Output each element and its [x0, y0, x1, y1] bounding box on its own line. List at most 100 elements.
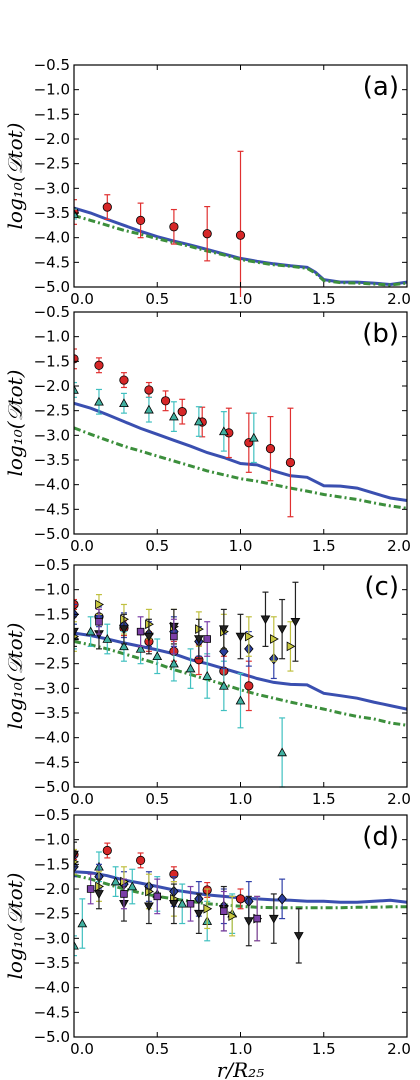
data-point: [193, 416, 204, 426]
y-axis-label: log₁₀(𝒟tot): [3, 123, 27, 230]
x-tick-label: 2.0: [387, 790, 411, 808]
data-point: [228, 911, 238, 922]
x-tick-label: 1.5: [312, 790, 336, 808]
data-point: [74, 627, 79, 637]
y-tick-label: −5.0: [34, 525, 70, 543]
data-point: [177, 898, 188, 908]
panel-label: (b): [362, 319, 399, 349]
x-tick-label: 1.5: [312, 290, 336, 308]
data-point: [277, 747, 288, 757]
y-tick-label: −1.5: [34, 605, 70, 623]
data-point: [119, 375, 129, 385]
data-point: [119, 641, 129, 651]
data-point: [243, 917, 254, 927]
data-point: [286, 641, 296, 652]
y-tick-label: −5.0: [34, 278, 70, 296]
data-point: [265, 444, 276, 454]
data-point: [260, 615, 271, 625]
data-point: [74, 850, 79, 860]
x-tick-label: 0.0: [70, 537, 94, 555]
data-point: [169, 222, 179, 232]
x-tick-label: 0.0: [70, 790, 94, 808]
y-tick-label: −4.5: [34, 753, 70, 771]
data-point: [218, 680, 229, 690]
y-tick-label: −3.5: [34, 954, 70, 972]
data-point: [119, 398, 129, 408]
y-tick-label: −1.0: [34, 81, 70, 99]
series-triangle-up: [74, 381, 259, 464]
data-point: [244, 681, 254, 691]
y-tick-label: −3.5: [34, 204, 70, 222]
y-tick-label: −4.5: [34, 253, 70, 271]
y-tick-label: −1.5: [34, 105, 70, 123]
data-point: [268, 914, 279, 924]
data-point: [94, 396, 104, 406]
x-tick-label: 0.0: [70, 1040, 94, 1058]
x-tick-label: 0.5: [145, 1040, 169, 1058]
series-triangle-up: [74, 208, 79, 220]
data-point: [136, 627, 145, 636]
data-point: [94, 890, 104, 899]
y-tick-label: −1.0: [34, 328, 70, 346]
data-point: [169, 411, 179, 421]
data-point: [144, 902, 154, 912]
data-point: [277, 625, 288, 635]
y-tick-label: −0.5: [34, 303, 70, 321]
model-line-dashdot: [74, 640, 407, 727]
y-tick-label: −2.0: [34, 630, 70, 648]
y-tick-label: −4.0: [34, 476, 70, 494]
data-point: [290, 617, 301, 627]
plot-area: [74, 581, 407, 788]
x-tick-label: 1.5: [312, 537, 336, 555]
data-point: [170, 632, 178, 641]
y-tick-label: −2.5: [34, 155, 70, 173]
data-point: [102, 202, 112, 212]
data-point: [127, 881, 138, 891]
y-tick-label: −2.0: [34, 880, 70, 898]
data-point: [102, 845, 112, 856]
series-circle: [74, 348, 296, 518]
data-point: [74, 208, 79, 218]
y-tick-label: −1.0: [34, 581, 70, 599]
y-axis-label: log₁₀(𝒟tot): [3, 370, 27, 477]
x-tick-label: 0.0: [70, 290, 94, 308]
x-tick-label: 1.0: [229, 790, 253, 808]
panel-3: −5.0 −4.5 −4.0 −3.5 −3.0 −2.5 −2.0 −1.5 −1.0 −0.5…: [3, 556, 411, 808]
data-point: [235, 632, 246, 642]
data-point: [160, 396, 171, 406]
data-point: [245, 631, 254, 642]
data-point: [193, 635, 204, 645]
y-tick-label: −4.5: [34, 1003, 70, 1021]
data-point: [277, 893, 287, 905]
data-point: [136, 215, 146, 225]
data-point: [153, 892, 162, 901]
x-tick-label: 0.5: [145, 790, 169, 808]
y-tick-label: −4.0: [34, 729, 70, 747]
y-tick-label: −2.5: [34, 655, 70, 673]
plot-area: [74, 150, 407, 297]
y-tick-label: −4.0: [34, 229, 70, 247]
data-point: [218, 625, 229, 635]
y-tick-label: −4.0: [34, 979, 70, 997]
y-tick-label: −3.0: [34, 179, 70, 197]
data-point: [144, 404, 154, 414]
y-tick-label: −3.0: [34, 679, 70, 697]
axes-frame: [73, 564, 408, 788]
data-point: [253, 914, 261, 923]
y-tick-label: −3.5: [34, 704, 70, 722]
axes-frame: [73, 311, 408, 535]
data-point: [94, 360, 104, 370]
plot-area: [74, 348, 407, 518]
y-tick-label: −3.5: [34, 451, 70, 469]
data-point: [95, 599, 104, 610]
data-point: [152, 651, 163, 661]
x-tick-label: 1.0: [229, 537, 253, 555]
y-tick-label: −1.5: [34, 855, 70, 873]
data-point: [169, 900, 179, 909]
series-square: [95, 608, 211, 657]
axes-frame: [73, 64, 408, 288]
x-tick-label: 0.5: [145, 290, 169, 308]
data-point: [235, 894, 246, 904]
y-tick-label: −2.0: [34, 377, 70, 395]
